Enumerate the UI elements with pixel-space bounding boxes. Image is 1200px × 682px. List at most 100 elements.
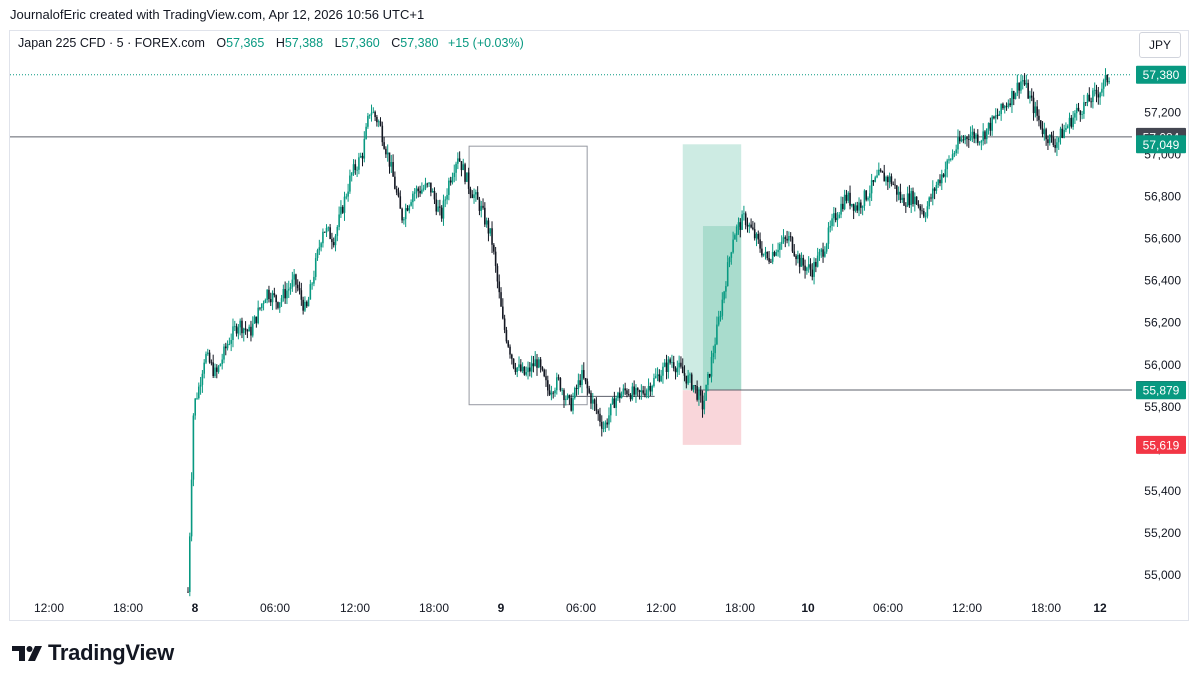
candle-body — [635, 388, 637, 395]
candle-body — [349, 175, 351, 192]
candle-body — [671, 362, 673, 363]
candle-body — [417, 188, 420, 191]
candle-body — [858, 202, 860, 211]
candle-body — [1093, 89, 1096, 91]
candle-body — [449, 180, 452, 183]
chart-caption: JournalofEric created with TradingView.c… — [10, 7, 425, 22]
candle-body — [784, 237, 787, 239]
candle-body — [286, 290, 288, 299]
candle-body — [780, 241, 783, 244]
price-label-target-bg — [1136, 135, 1186, 154]
candle-body — [976, 134, 979, 143]
candle-body — [1018, 82, 1020, 91]
candle-body — [514, 367, 517, 373]
open-value: 57,365 — [226, 36, 265, 50]
candle-body — [820, 249, 823, 252]
candle-body — [942, 174, 945, 177]
chart-frame — [9, 30, 1189, 621]
candle-body — [923, 210, 925, 217]
candle-body — [422, 188, 425, 190]
candle-body — [843, 194, 846, 210]
candle-body — [856, 205, 859, 211]
candle-body — [917, 204, 920, 207]
candle-body — [208, 352, 211, 363]
candle-body — [897, 191, 900, 195]
candle-body — [1012, 91, 1015, 99]
symbol-name[interactable]: Japan 225 CFD · 5 · FOREX.com — [18, 36, 205, 50]
candle-body — [196, 398, 198, 399]
candle-body — [352, 164, 355, 174]
candle-body — [1075, 107, 1078, 114]
candle-body — [896, 185, 898, 195]
candle-body — [674, 368, 677, 373]
candle-body — [458, 158, 461, 162]
candle-body — [489, 228, 492, 234]
candle-body — [940, 174, 943, 184]
candle-body — [277, 302, 279, 308]
candle-body — [912, 191, 914, 205]
candle-body — [905, 205, 907, 207]
candle-body — [728, 257, 731, 263]
position-stop-zone[interactable] — [682, 390, 742, 445]
candle-body — [741, 214, 743, 230]
candle-body — [1108, 80, 1110, 83]
candle-body — [214, 367, 216, 377]
candle-body — [795, 255, 797, 260]
candle-body — [1092, 90, 1094, 103]
candle-body — [676, 367, 679, 373]
candle-body — [404, 208, 407, 220]
candle-body — [390, 162, 393, 167]
high-label: H — [275, 36, 285, 50]
candle-body — [694, 385, 697, 387]
candle-body — [282, 289, 285, 299]
candle-body — [838, 214, 841, 218]
currency-button[interactable]: JPY — [1139, 32, 1181, 58]
candle-body — [705, 384, 707, 401]
candle-body — [199, 384, 202, 387]
candle-body — [1050, 134, 1053, 138]
candle-body — [865, 190, 868, 200]
candle-body — [248, 326, 250, 332]
candle-body — [827, 227, 830, 244]
candle-body — [386, 152, 389, 155]
candle-body — [906, 193, 909, 207]
candle-body — [723, 291, 725, 300]
candle-body — [689, 374, 691, 376]
brand-name: TradingView — [48, 640, 174, 665]
candle-body — [341, 206, 344, 213]
candle-body — [406, 208, 409, 211]
candle-body — [770, 261, 772, 263]
candle-body — [512, 358, 515, 368]
tradingview-brand[interactable]: TradingView — [12, 640, 174, 666]
candle-body — [412, 193, 414, 203]
candle-body — [469, 188, 472, 195]
candle-body — [611, 398, 614, 404]
candle-body — [872, 180, 875, 182]
candle-body — [807, 264, 810, 268]
candle-body — [1095, 89, 1098, 95]
candle-body — [431, 191, 434, 193]
candle-body — [642, 390, 644, 394]
candle-body — [507, 341, 510, 347]
candle-body — [901, 197, 904, 200]
candle-body — [471, 194, 474, 198]
candle-body — [250, 326, 252, 336]
candle-body — [381, 125, 384, 143]
candle-body — [521, 366, 524, 372]
candle-body — [777, 249, 779, 253]
candle-body — [494, 251, 497, 266]
candle-body — [969, 134, 972, 140]
candle-body — [593, 399, 596, 404]
candle-body — [232, 326, 234, 340]
drawn-rectangle[interactable] — [468, 145, 588, 406]
candle-body — [442, 200, 445, 219]
candle-body — [318, 247, 321, 251]
candle-body — [1104, 74, 1107, 81]
candle-body — [530, 363, 533, 372]
candle-body — [606, 422, 608, 425]
candle-body — [586, 381, 589, 389]
x-tick-label: 06:00 — [260, 601, 290, 615]
candle-body — [397, 192, 400, 197]
candle-body — [948, 159, 950, 161]
